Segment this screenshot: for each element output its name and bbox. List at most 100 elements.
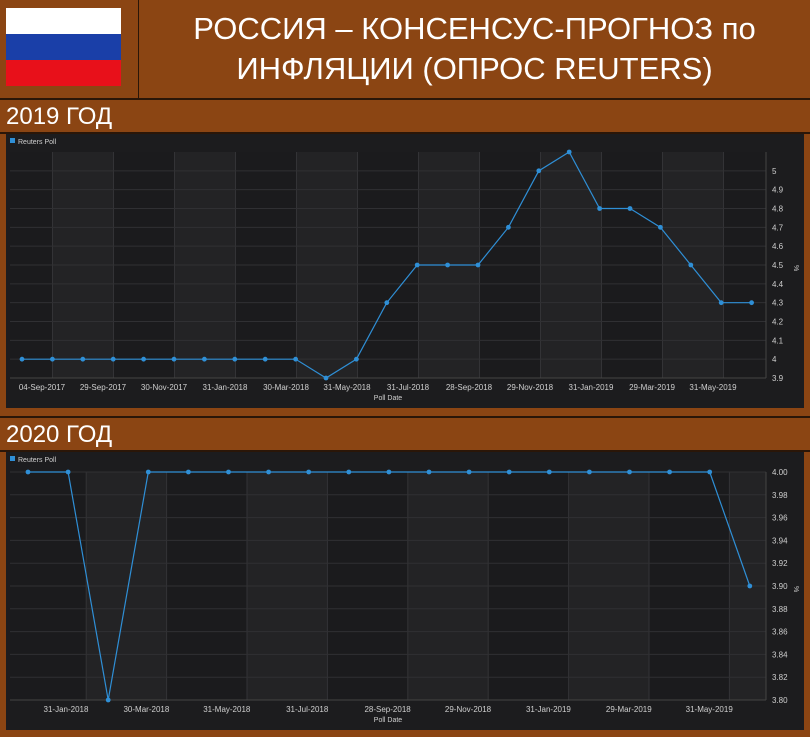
y-tick-label: 4.1 xyxy=(772,336,784,345)
x-tick-label: 30-Mar-2018 xyxy=(263,383,309,392)
data-point xyxy=(105,697,111,703)
chart-2020: 3.80 3.82 3.84 3.86 3.88 3.90 3.92 3.94 3.96 3.98… xyxy=(10,456,799,724)
y-tick-label: 3.80 xyxy=(772,696,788,705)
data-point xyxy=(627,206,633,211)
data-point xyxy=(667,469,672,475)
y-tick-label: 3.92 xyxy=(772,559,788,568)
y-tick-label: 3.82 xyxy=(772,673,788,682)
x-tick-label: 29-Mar-2019 xyxy=(629,383,675,392)
y-tick-label: 3.96 xyxy=(772,514,788,523)
y-tick-label: 4.7 xyxy=(772,223,784,232)
data-point xyxy=(145,469,151,475)
data-point xyxy=(587,469,592,475)
data-point xyxy=(65,469,71,475)
x-tick-label: 31-Jul-2018 xyxy=(387,383,430,392)
page-title: РОССИЯ – КОНСЕНСУС-ПРОГНОЗ по ИНФЛЯЦИИ (… xyxy=(139,0,810,98)
divider xyxy=(0,416,810,418)
flag-box xyxy=(0,0,139,98)
data-point xyxy=(50,356,55,362)
data-point xyxy=(597,206,602,211)
x-tick-label: 28-Sep-2018 xyxy=(446,383,493,392)
y-tick-label: 4.9 xyxy=(772,186,784,195)
data-point xyxy=(718,300,724,306)
chart-panel-2019: 3.9 4 4.1 4.2 4.3 4.4 4.5 4.6 4.7 4.8 4.9 5% 04-Sep-… xyxy=(6,134,804,408)
divider xyxy=(0,450,810,452)
x-tick-label: 29-Sep-2017 xyxy=(80,383,127,392)
data-point xyxy=(384,300,390,306)
x-tick-label: 31-Jan-2018 xyxy=(44,705,89,714)
data-point xyxy=(232,356,238,362)
header: РОССИЯ – КОНСЕНСУС-ПРОГНОЗ по ИНФЛЯЦИИ (… xyxy=(0,0,810,98)
data-point xyxy=(110,356,116,362)
data-point xyxy=(293,356,298,362)
data-point xyxy=(566,149,572,155)
x-tick-label: 29-Mar-2019 xyxy=(606,705,652,714)
title-line-1: РОССИЯ – КОНСЕНСУС-ПРОГНОЗ по xyxy=(193,11,756,46)
legend-label: Reuters Poll xyxy=(18,457,57,464)
y-tick-label: 3.84 xyxy=(772,650,788,659)
divider xyxy=(0,98,810,100)
data-point xyxy=(266,469,271,475)
data-point xyxy=(658,224,663,230)
x-tick-label: 29-Nov-2018 xyxy=(507,383,554,392)
y-tick-label: 4.6 xyxy=(772,242,784,251)
x-axis-label: Poll Date xyxy=(374,395,403,402)
y-tick-label: 3.98 xyxy=(772,491,788,500)
y-tick-label: 4.4 xyxy=(772,280,784,289)
russia-flag-icon xyxy=(6,8,121,86)
data-point xyxy=(186,469,191,475)
data-point xyxy=(536,168,542,174)
y-tick-label: 3.88 xyxy=(772,605,788,614)
data-point xyxy=(19,356,25,362)
data-point xyxy=(25,469,31,475)
y-tick-label: 4.3 xyxy=(772,299,784,308)
x-tick-label: 31-May-2018 xyxy=(203,705,251,714)
data-point xyxy=(226,469,231,475)
y-tick-label: 4.5 xyxy=(772,261,784,270)
x-tick-label: 28-Sep-2018 xyxy=(364,705,411,714)
data-point xyxy=(506,469,512,475)
data-point xyxy=(141,356,147,362)
data-point xyxy=(386,469,392,475)
section-title-2019: 2019 ГОД xyxy=(6,103,113,130)
x-tick-label: 31-May-2018 xyxy=(323,383,371,392)
data-point xyxy=(506,224,511,230)
y-axis-label: % xyxy=(792,586,799,592)
y-tick-label: 4.8 xyxy=(772,205,784,214)
data-point xyxy=(445,262,450,268)
legend-label: Reuters Poll xyxy=(18,139,57,146)
y-tick-label: 3.94 xyxy=(772,536,788,545)
x-tick-label: 31-May-2019 xyxy=(686,705,734,714)
data-point xyxy=(749,300,754,306)
flag-stripe-blue xyxy=(6,34,121,60)
flag-stripe-white xyxy=(6,8,121,34)
legend-swatch xyxy=(10,456,15,461)
data-point xyxy=(466,469,472,475)
flag-stripe-red xyxy=(6,60,121,86)
x-tick-label: 31-Jan-2018 xyxy=(203,383,248,392)
data-point xyxy=(306,469,312,475)
data-point xyxy=(171,356,177,362)
x-tick-label: 31-Jul-2018 xyxy=(286,705,329,714)
y-tick-label: 3.9 xyxy=(772,374,784,383)
legend-swatch xyxy=(10,138,15,143)
x-tick-label: 31-Jan-2019 xyxy=(526,705,571,714)
y-tick-label: 3.90 xyxy=(772,582,788,591)
data-point xyxy=(80,356,86,362)
y-tick-label: 4.00 xyxy=(772,468,788,477)
data-point xyxy=(707,469,713,475)
y-tick-label: 3.86 xyxy=(772,628,788,637)
x-axis-label: Poll Date xyxy=(374,717,403,724)
chart-2019: 3.9 4 4.1 4.2 4.3 4.4 4.5 4.6 4.7 4.8 4.9 5% 04-Sep-… xyxy=(10,138,799,402)
divider xyxy=(0,132,810,134)
x-tick-label: 31-Jan-2019 xyxy=(569,383,614,392)
data-point xyxy=(202,356,207,362)
chart-panel-2020: 3.80 3.82 3.84 3.86 3.88 3.90 3.92 3.94 3.96 3.98… xyxy=(6,452,804,730)
x-tick-label: 30-Mar-2018 xyxy=(123,705,169,714)
y-tick-label: 5 xyxy=(772,167,777,176)
data-point xyxy=(346,469,352,475)
x-tick-label: 31-May-2019 xyxy=(689,383,737,392)
x-tick-label: 04-Sep-2017 xyxy=(19,383,66,392)
data-point xyxy=(426,469,432,475)
y-axis-label: % xyxy=(792,265,799,271)
